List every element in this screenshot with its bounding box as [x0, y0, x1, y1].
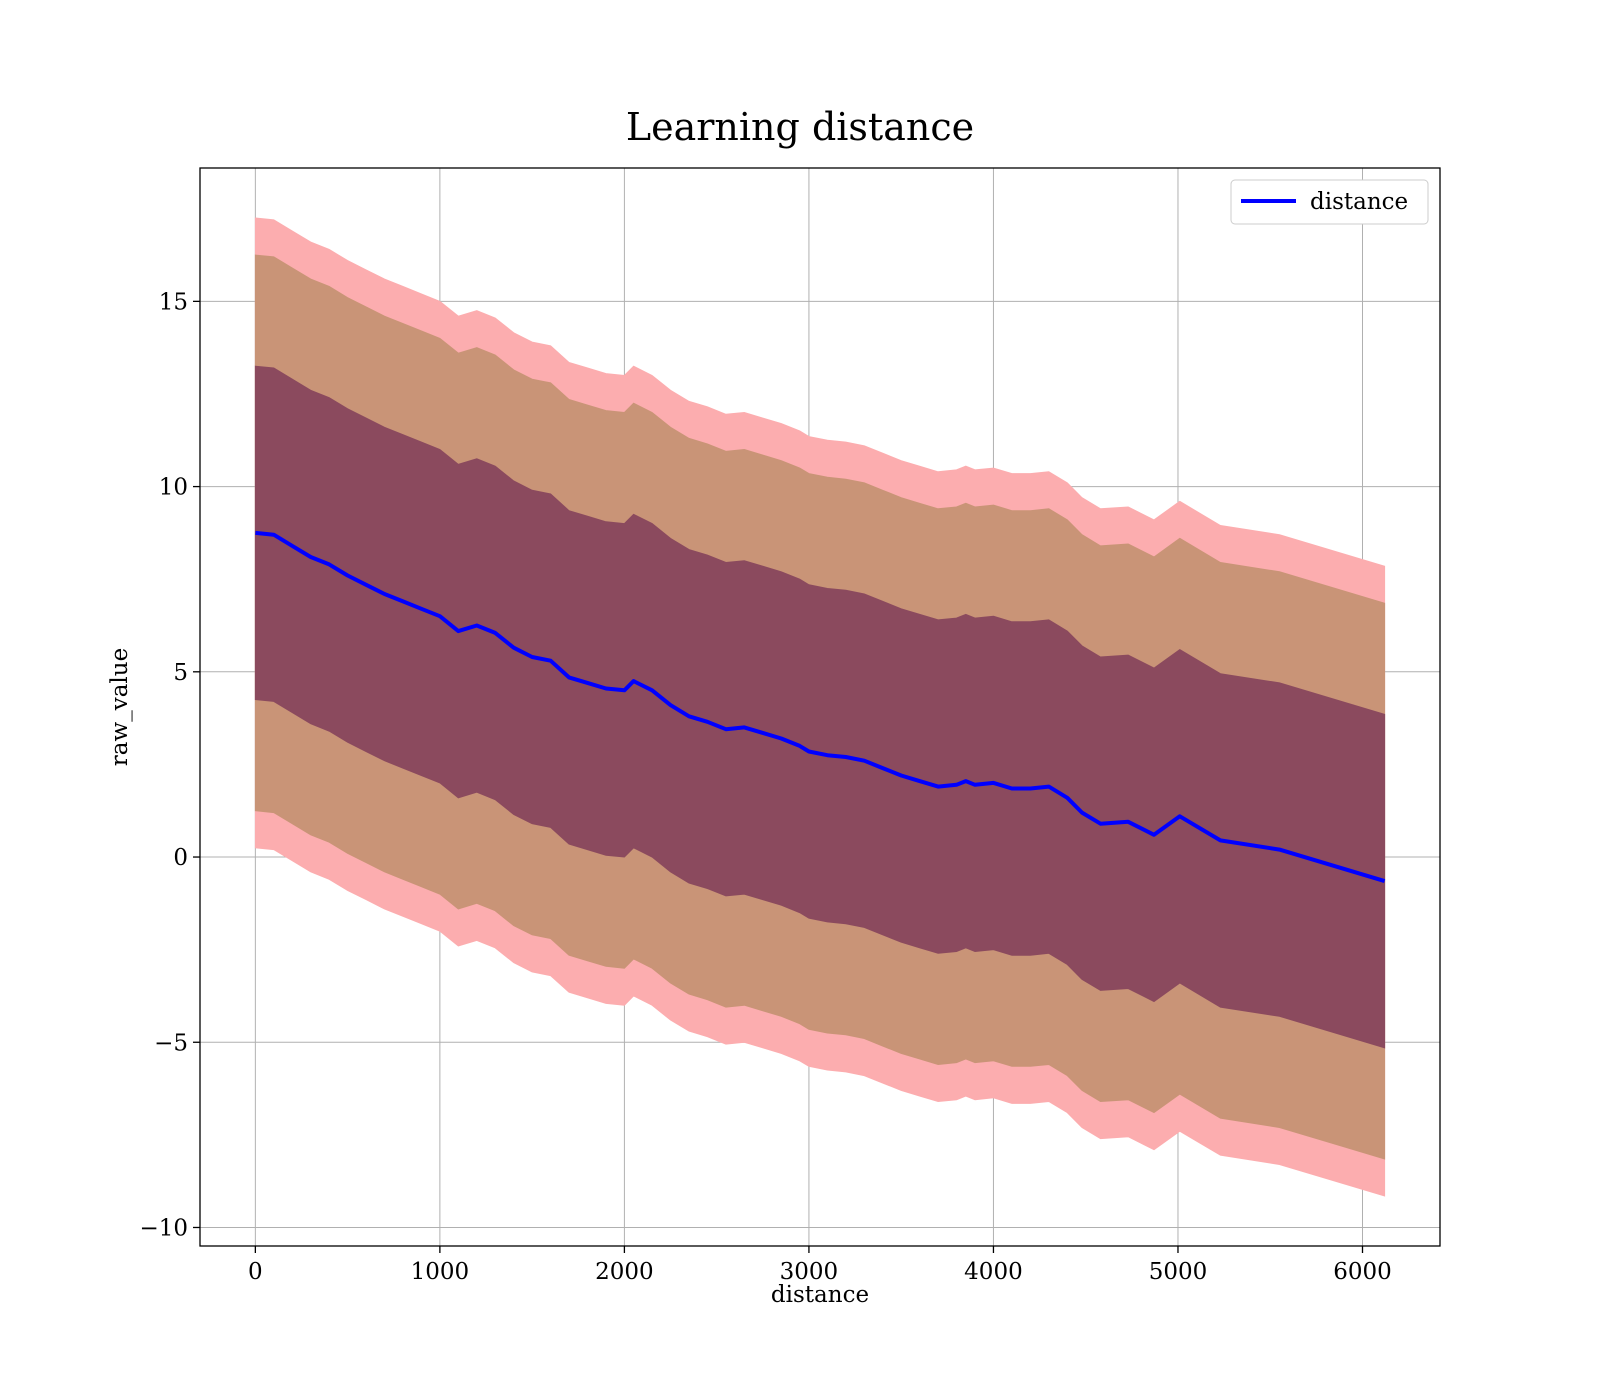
- legend-entry-distance: distance: [1310, 189, 1408, 215]
- y-tick-label-5: 15: [159, 289, 188, 315]
- y-tick-label-3: 5: [173, 660, 188, 686]
- ticks: 0 1000 2000 3000 4000 5000 6000 −10 −5 0 5 10 15: [139, 289, 1391, 1285]
- confidence-bands: [254, 217, 1386, 1197]
- x-tick-label-2: 2000: [595, 1259, 654, 1285]
- x-tick-label-4: 4000: [964, 1259, 1023, 1285]
- y-axis-label: raw_value: [107, 648, 133, 766]
- y-tick-label-0: −10: [139, 1215, 188, 1241]
- x-axis-label: distance: [771, 1282, 869, 1308]
- y-tick-label-1: −5: [154, 1030, 188, 1056]
- plot-frame: [199, 167, 1441, 1247]
- legend: distance: [1230, 179, 1429, 225]
- legend-box: [1230, 179, 1429, 225]
- x-tick-label-3: 3000: [780, 1259, 839, 1285]
- x-tick-label-5: 5000: [1149, 1259, 1208, 1285]
- x-tick-label-0: 0: [248, 1259, 263, 1285]
- series-line-distance: [255, 530, 1386, 884]
- y-tick-label-2: 0: [173, 845, 188, 871]
- band-0: [254, 365, 1386, 1049]
- x-tick-label-6: 6000: [1333, 1259, 1392, 1285]
- y-tick-label-4: 10: [159, 475, 188, 501]
- x-tick-label-1: 1000: [411, 1259, 470, 1285]
- series-layer: [255, 530, 1386, 884]
- chart-title: Learning distance: [626, 105, 974, 149]
